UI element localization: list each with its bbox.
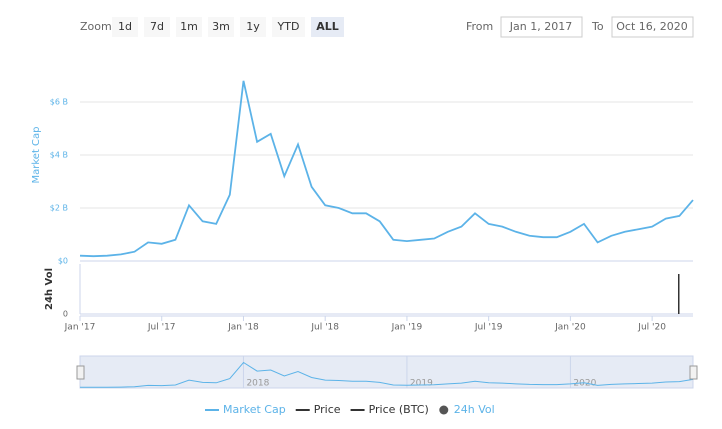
x-tick-label: Jul '19 (474, 323, 503, 333)
volume-bar (678, 274, 680, 314)
zoom-button-label[interactable]: 1m (180, 20, 198, 33)
y-tick-label: $0 (58, 257, 68, 266)
line (79, 80, 694, 258)
zoom-button[interactable] (208, 17, 234, 37)
y-axis-title: Market Cap (31, 126, 42, 183)
zoom-button-label[interactable]: 1y (246, 20, 260, 33)
legend-item[interactable]: Price (314, 403, 341, 416)
zoom-button[interactable] (311, 17, 344, 37)
zoom-button-label[interactable]: 7d (150, 20, 164, 33)
to-input[interactable] (611, 16, 694, 38)
navigator-label: 2020 (573, 379, 596, 389)
zoom-button-label[interactable]: 1d (118, 20, 132, 33)
to-label: To (591, 20, 604, 33)
x-tick-label: Jan '17 (64, 323, 96, 333)
x-tick-label: Jan '19 (391, 323, 423, 333)
from-label: From (466, 20, 493, 33)
volume-tick-label: 0 (63, 310, 68, 319)
y-tick-label: $2 B (50, 204, 68, 213)
y-tick-label: $4 B (50, 151, 68, 160)
legend-item[interactable]: Market Cap (223, 403, 286, 416)
legend-symbol[interactable] (439, 405, 449, 415)
x-tick-label: Jul '18 (310, 323, 339, 333)
x-tick-label: Jul '20 (637, 323, 666, 333)
navigator-label: 2019 (410, 379, 433, 389)
zoom-label: Zoom (80, 20, 112, 33)
x-tick-label: Jan '20 (554, 323, 586, 333)
zoom-button-label[interactable]: YTD (277, 20, 300, 33)
navigator-label: 2018 (246, 379, 269, 389)
zoom-button[interactable] (272, 17, 305, 37)
x-tick-label: Jan '18 (227, 323, 259, 333)
navigator-handle[interactable] (76, 365, 85, 380)
legend-item[interactable]: Price (BTC) (369, 403, 429, 416)
zoom-button[interactable] (240, 17, 266, 37)
zoom-button[interactable] (144, 17, 170, 37)
from-input[interactable] (500, 16, 583, 38)
zoom-button[interactable] (112, 17, 138, 37)
from-value[interactable]: Jan 1, 2017 (509, 20, 572, 33)
to-value[interactable]: Oct 16, 2020 (616, 20, 688, 33)
navigator-handle[interactable] (689, 365, 698, 380)
volume-axis-title: 24h Vol (44, 268, 55, 310)
legend-item[interactable]: 24h Vol (454, 403, 495, 416)
zoom-button-label[interactable]: 3m (212, 20, 230, 33)
zoom-button-label[interactable]: ALL (316, 20, 339, 33)
y-tick-label: $6 B (50, 98, 68, 107)
x-tick-label: Jul '17 (147, 323, 176, 333)
zoom-button[interactable] (176, 17, 202, 37)
navigator-line (80, 361, 694, 388)
